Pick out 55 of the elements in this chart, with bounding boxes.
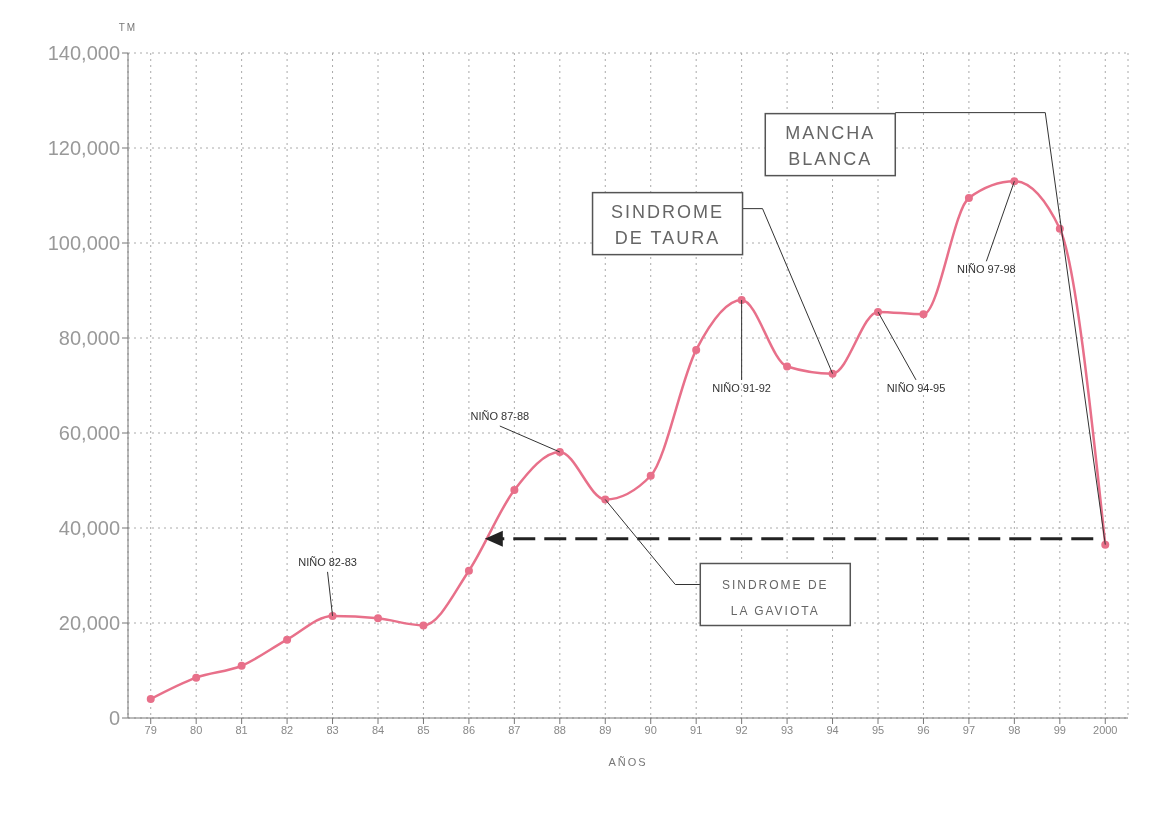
x-tick-label: 96 bbox=[917, 723, 930, 736]
annotation: NIÑO 87-88 bbox=[470, 410, 530, 422]
point bbox=[374, 614, 382, 623]
annotation: NIÑO 82-83 bbox=[298, 555, 357, 568]
x-axis-title: AÑOS bbox=[608, 756, 648, 768]
point bbox=[692, 345, 701, 354]
x-tick-label: 92 bbox=[735, 723, 748, 736]
point bbox=[237, 661, 246, 670]
point bbox=[919, 310, 928, 319]
point bbox=[283, 635, 292, 644]
x-tick-label: 85 bbox=[417, 723, 430, 736]
x-tick-label: 91 bbox=[690, 723, 703, 736]
x-tick-label: 98 bbox=[1008, 723, 1021, 736]
x-tick-label: 81 bbox=[235, 723, 248, 736]
annotation: MANCHA BLANCA bbox=[785, 122, 876, 169]
x-tick-label: 93 bbox=[780, 723, 794, 736]
x-tick-label: 87 bbox=[508, 723, 521, 736]
y-tick-label: 140,000 bbox=[47, 42, 120, 65]
point bbox=[419, 621, 428, 630]
x-tick-label: 2000 bbox=[1093, 723, 1118, 736]
x-tick-label: 82 bbox=[280, 723, 294, 736]
x-tick-label: 88 bbox=[553, 723, 566, 736]
annotation: SINDROME DE TAURA bbox=[611, 201, 725, 248]
point bbox=[464, 566, 473, 575]
point bbox=[510, 486, 519, 494]
x-tick-label: 97 bbox=[962, 723, 976, 736]
x-tick-label: 84 bbox=[371, 723, 385, 736]
point bbox=[646, 471, 655, 480]
x-tick-label: 80 bbox=[190, 723, 203, 736]
annotation: NIÑO 91-92 bbox=[712, 382, 771, 394]
point bbox=[783, 362, 792, 371]
y-tick-label: 100,000 bbox=[47, 232, 120, 255]
y-tick-label: 120,000 bbox=[47, 137, 120, 160]
point bbox=[964, 193, 973, 202]
x-tick-label: 89 bbox=[599, 723, 612, 736]
point bbox=[192, 673, 201, 682]
y-tick-label: 80,000 bbox=[58, 327, 120, 350]
annotation: SINDROME DE LA GAVIOTA bbox=[721, 577, 829, 618]
x-tick-label: 94 bbox=[826, 723, 839, 736]
point bbox=[146, 695, 155, 703]
y-tick-label: 0 bbox=[108, 707, 120, 730]
point bbox=[737, 296, 746, 304]
x-tick-label: 99 bbox=[1053, 723, 1066, 736]
y-tick-label: 40,000 bbox=[58, 517, 120, 540]
y-tick-label: 60,000 bbox=[58, 422, 120, 445]
y-axis-title: TM bbox=[118, 22, 138, 33]
x-tick-label: 90 bbox=[644, 723, 657, 736]
x-tick-label: 86 bbox=[462, 723, 476, 736]
x-tick-label: 79 bbox=[144, 723, 157, 736]
x-tick-label: 83 bbox=[326, 723, 339, 736]
annotation: NIÑO 97-98 bbox=[957, 263, 1016, 276]
x-tick-label: 95 bbox=[871, 723, 885, 736]
point bbox=[874, 307, 882, 316]
y-tick-label: 20,000 bbox=[58, 612, 120, 635]
annotation: NIÑO 94-95 bbox=[886, 381, 946, 394]
